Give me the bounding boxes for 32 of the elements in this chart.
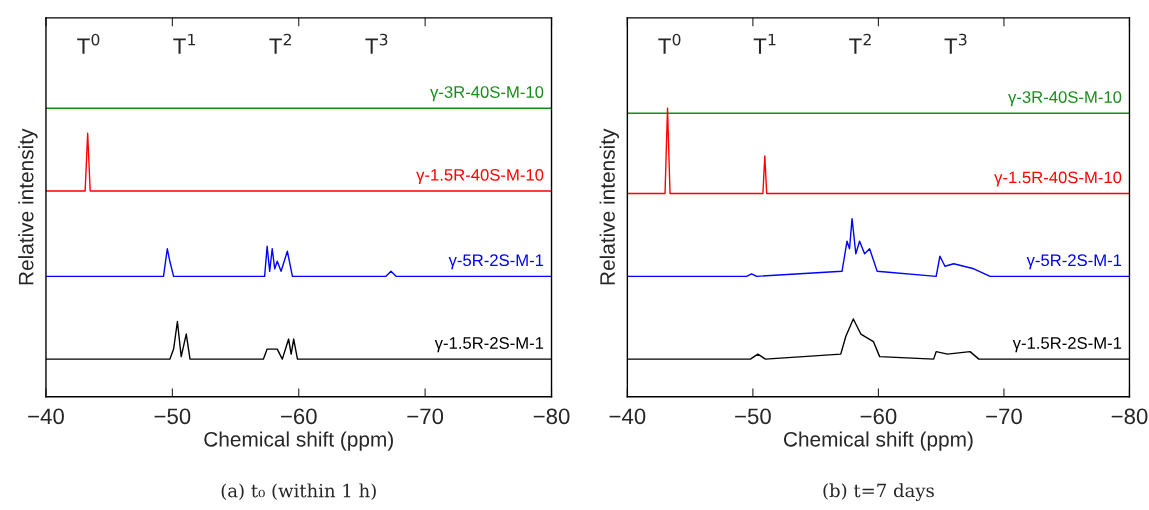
x-tick-label: −80 [1111, 408, 1148, 425]
y-axis-title: Relative intensity [18, 128, 38, 285]
text: (b) t=7 days [823, 483, 934, 502]
series-label: γ-3R-40S-M-10 [1008, 91, 1122, 107]
series-label: γ-1.5R-2S-M-1 [1012, 337, 1122, 353]
text: T$^{0}$ [658, 33, 681, 54]
x-axis-title: Chemical shift (ppm) [204, 431, 393, 451]
x-tick-label: −60 [860, 408, 897, 425]
x-tick-label: −50 [154, 408, 191, 425]
series-label: γ-3R-40S-M-10 [430, 86, 544, 102]
text: T$^{3}$ [944, 33, 967, 54]
text: T$^{2}$ [849, 33, 871, 54]
text: T$^{2}$ [269, 33, 291, 54]
series-label: γ-5R-2S-M-1 [448, 254, 544, 270]
series-label: γ-1.5R-40S-M-10 [994, 171, 1122, 187]
text: T$^{3}$ [365, 33, 388, 54]
series-label: γ-5R-2S-M-1 [1026, 254, 1122, 270]
x-tick-label: −40 [28, 408, 64, 425]
text: T$^{0}$ [77, 33, 100, 54]
x-tick-label: −80 [533, 408, 570, 425]
text: T$^{1}$ [173, 33, 196, 54]
x-tick-label: −70 [986, 408, 1022, 425]
x-tick-label: −70 [407, 408, 444, 425]
x-tick-label: −60 [280, 408, 317, 425]
series-label: γ-1.5R-2S-M-1 [434, 337, 544, 353]
x-tick-label: −40 [609, 408, 646, 425]
y-axis-title: Relative intensity [599, 128, 620, 285]
series-label: γ-1.5R-40S-M-10 [416, 168, 544, 185]
text: (a) t₀ (within 1 h) [221, 483, 376, 500]
text: T$^{1}$ [753, 33, 776, 54]
x-tick-label: −50 [735, 408, 771, 425]
x-axis-title: Chemical shift (ppm) [783, 431, 973, 451]
